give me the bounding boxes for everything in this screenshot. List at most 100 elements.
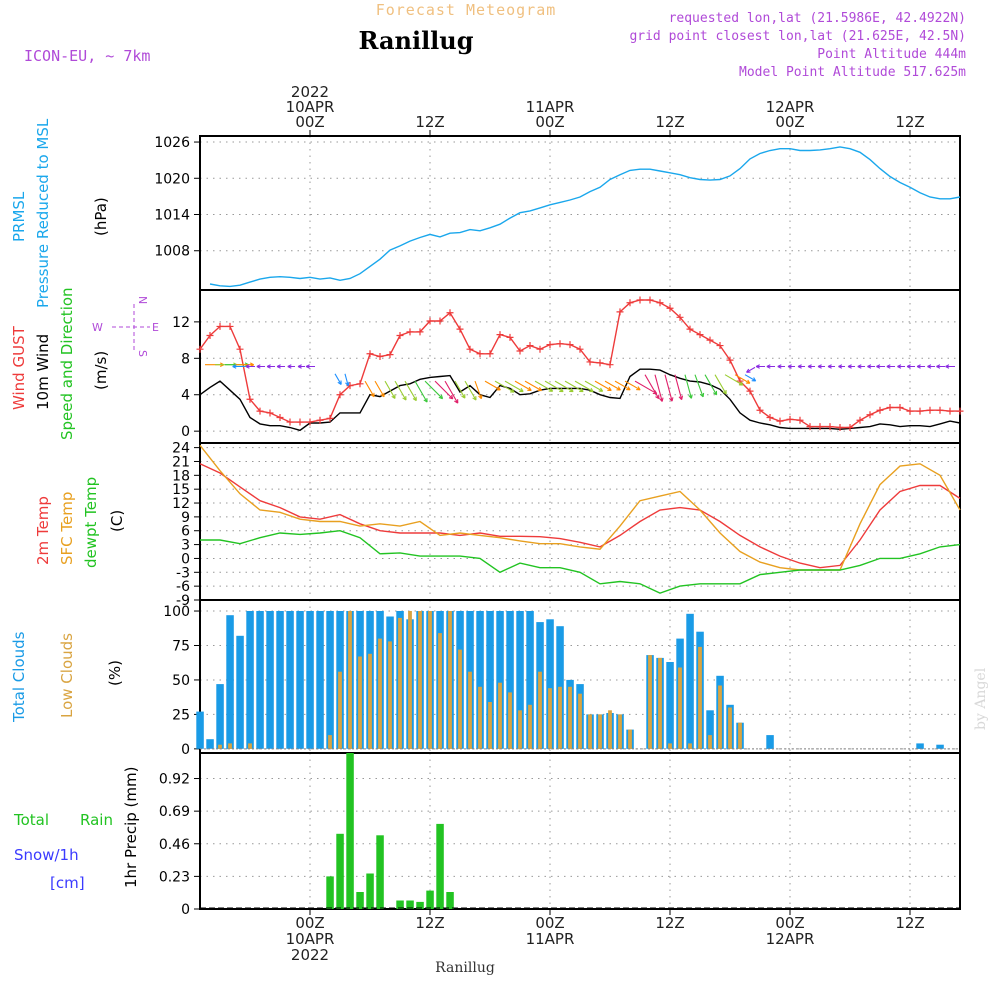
low-cloud-bar (358, 656, 362, 749)
gust-marker (196, 345, 204, 353)
total-cloud-bar (256, 611, 264, 749)
bottom-time-label: 12Z (415, 914, 444, 932)
low-cloud-bar (408, 611, 412, 749)
point-altitude: Point Altitude 444m (817, 47, 966, 62)
gust-marker (706, 336, 714, 344)
rain-bar (346, 753, 354, 909)
gust-marker (686, 325, 694, 333)
wind-arrow (624, 380, 641, 391)
low-cloud-bar (338, 671, 342, 749)
low-cloud-bar (648, 655, 652, 749)
wind-arrow (574, 380, 594, 393)
gust-marker (896, 403, 904, 411)
gust-marker (316, 416, 324, 424)
wind-arrow (414, 380, 428, 403)
rain-bar (396, 900, 404, 909)
ytick-label: 1008 (154, 244, 190, 260)
wind-arrow (755, 364, 765, 369)
total-cloud-bar (686, 613, 694, 749)
time-axis: 202210APR00Z00Z10APR202212Z12Z11APR00Z00… (286, 83, 925, 964)
wind-arrow (305, 364, 315, 369)
gust-marker (326, 414, 334, 422)
total-cloud-bar (306, 611, 314, 749)
ytick-label: 25 (172, 707, 190, 723)
gust-marker (476, 350, 484, 358)
low-cloud-bar (598, 714, 602, 749)
rain-bar (326, 876, 334, 909)
gust-marker (376, 352, 384, 360)
gust-marker (946, 407, 954, 415)
ytick-label: 6 (181, 524, 190, 540)
wind-arrow (684, 374, 693, 399)
total-cloud-bar (666, 662, 674, 749)
location-title: Ranillug (358, 26, 473, 55)
wind-arrow (746, 366, 756, 373)
low-cloud-bar (448, 611, 452, 749)
gust-marker (286, 418, 294, 426)
gust-marker (616, 308, 624, 316)
top-time-label: 11APR (526, 98, 575, 116)
gust-marker (266, 409, 274, 417)
temp-line-1 (199, 444, 961, 571)
gust-marker (836, 424, 844, 432)
gust-marker (496, 331, 504, 339)
wind-arrow (654, 374, 664, 402)
panel-wind: 0 4 8 12 (172, 289, 964, 444)
total-cloud-bar (916, 743, 924, 749)
gust-label: Wind GUST (10, 325, 28, 410)
low-cloud-bar (218, 744, 222, 749)
product-title: Forecast Meteogram (376, 1, 557, 19)
low-cloud-bar (708, 735, 712, 749)
wind-arrow (807, 364, 815, 369)
wind-arrow (838, 364, 845, 369)
gust-marker (296, 418, 304, 426)
gust-marker (816, 423, 824, 431)
gust-marker (416, 328, 424, 336)
wind-arrow (614, 380, 631, 391)
low-cloud-bar (508, 692, 512, 749)
top-time-label: 00Z (295, 113, 324, 131)
total-clouds-label: Total Clouds (10, 631, 28, 723)
total-cloud-bar (246, 611, 254, 749)
total-cloud-bar (266, 611, 274, 749)
rain-bar (446, 892, 454, 909)
wind-arrow (936, 364, 945, 369)
wind-arrow (504, 380, 524, 393)
gust-marker (436, 317, 444, 325)
wind-arrow (256, 364, 265, 369)
panels: 100810141020102604812-9-6-30369121518212… (154, 135, 964, 918)
wind-arrow (474, 380, 483, 400)
wind-arrow (886, 364, 895, 369)
gust-marker (456, 325, 464, 333)
wind-arrow (524, 380, 543, 392)
requested-coords: requested lon,lat (21.5986E, 42.4922N) (669, 11, 966, 26)
total-label: Total (13, 811, 49, 829)
compass-n: N (136, 296, 149, 304)
gust-marker (306, 418, 314, 426)
compass-s: S (136, 350, 149, 357)
ytick-label: 1026 (154, 135, 190, 151)
ytick-label: -6 (176, 579, 190, 595)
total-cloud-bar (766, 735, 774, 749)
bottom-time-label: 00Z (535, 914, 564, 932)
ytick-label: 9 (181, 510, 190, 526)
gust-marker (656, 299, 664, 307)
top-time-label: 00Z (535, 113, 564, 131)
wind-arrow (544, 380, 564, 393)
low-cloud-bar (418, 611, 422, 749)
gust-marker (536, 345, 544, 353)
wind-arrow (454, 380, 466, 399)
rain-bar (416, 901, 424, 909)
total-cloud-bar (226, 615, 234, 749)
wind-labels: Wind GUST 10m Wind Speed and Direction (… (10, 287, 159, 440)
ytick-label: 0 (181, 424, 190, 440)
wind-arrow (644, 374, 660, 400)
wind-arrow (554, 380, 574, 393)
ytick-label: 0 (181, 902, 190, 918)
low-cloud-bar (548, 688, 552, 749)
prmsl-label: PRMSL (10, 191, 28, 242)
temp-labels: 2m Temp SFC Temp dewpt Temp (C) (34, 477, 126, 568)
wind-arrow (847, 364, 855, 369)
wind-arrow (744, 374, 757, 382)
